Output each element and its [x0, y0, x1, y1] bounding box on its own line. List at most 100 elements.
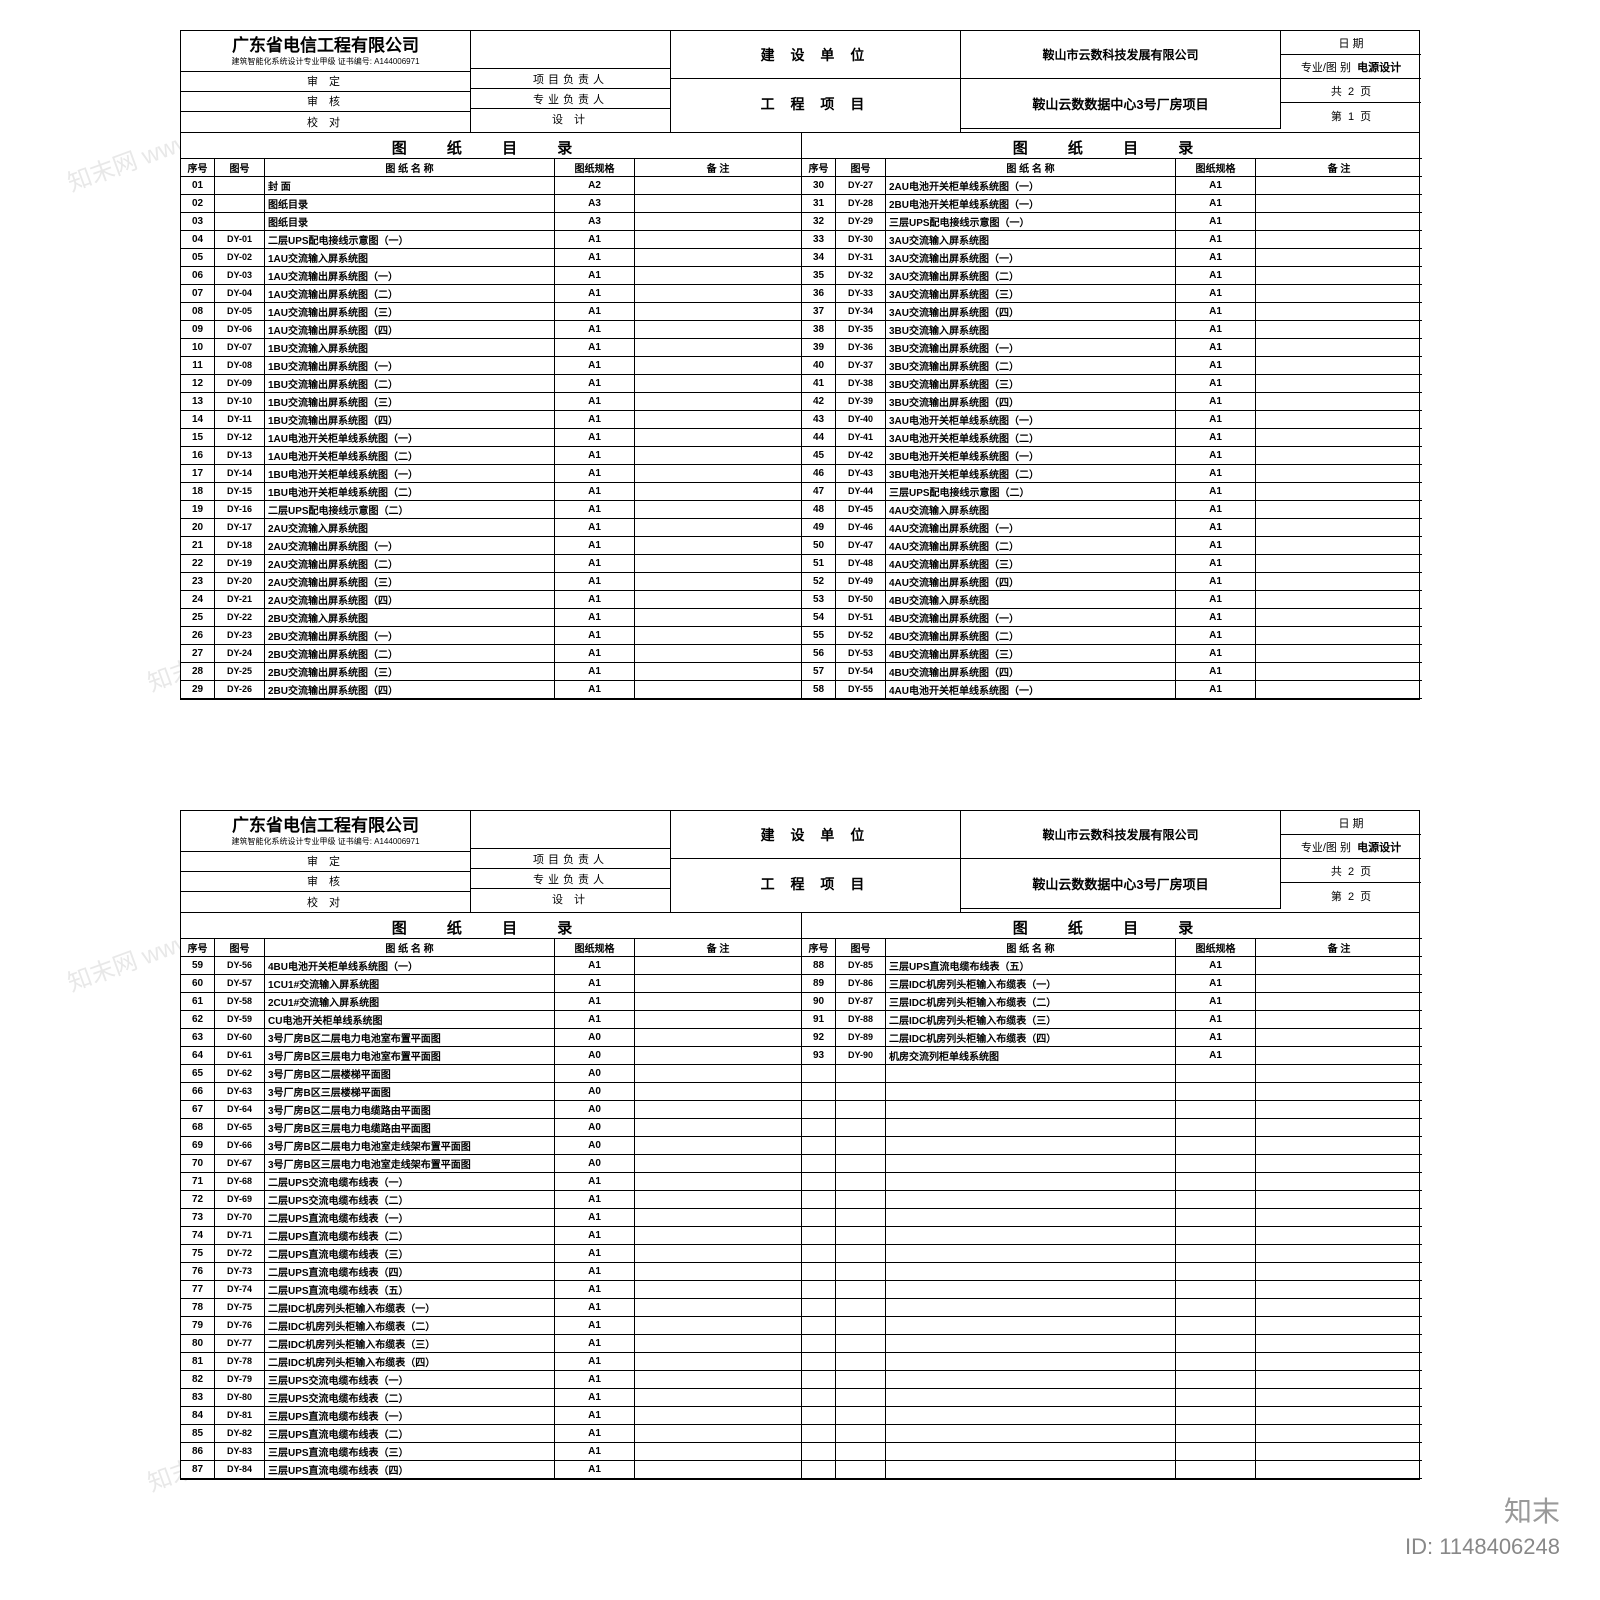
catalog-row: 24 DY-21 2AU交流输出屏系统图（四） A1 — [181, 591, 801, 609]
row-seq: 54 — [802, 609, 836, 626]
row-spec: A1 — [555, 1245, 635, 1262]
row-note — [1256, 663, 1422, 680]
row-spec: A1 — [1176, 1047, 1256, 1064]
row-note — [635, 393, 801, 410]
row-note — [635, 1029, 801, 1046]
discipline-cell: 专业/图 别 电源设计 — [1281, 55, 1421, 79]
row-note — [635, 1335, 801, 1352]
row-note — [1256, 267, 1422, 284]
row-note — [1256, 285, 1422, 302]
row-name: 1AU交流输出屏系统图（四） — [265, 321, 555, 338]
row-name: 二层UPS直流电缆布线表（三） — [265, 1245, 555, 1262]
row-name: 3BU电池开关柜单线系统图（二） — [886, 465, 1176, 482]
row-seq: 26 — [181, 627, 215, 644]
row-spec: A1 — [1176, 483, 1256, 500]
row-spec: A1 — [555, 267, 635, 284]
catalog-row: 80 DY-77 二层IDC机房列头柜输入布缆表（三） A1 — [181, 1335, 801, 1353]
catalog-row: 64 DY-61 3号厂房B区三层电力电池室布置平面图 A0 — [181, 1047, 801, 1065]
row-seq: 24 — [181, 591, 215, 608]
row-code: DY-11 — [215, 411, 265, 428]
row-name: 三层UPS交流电缆布线表（二） — [265, 1389, 555, 1406]
row-note — [1256, 681, 1422, 698]
row-spec: A1 — [1176, 681, 1256, 698]
row-name: 4AU电池开关柜单线系统图（一） — [886, 681, 1176, 698]
row-name: 2AU交流输入屏系统图 — [265, 519, 555, 536]
row-note — [635, 1281, 801, 1298]
row-note — [1256, 993, 1422, 1010]
row-code: DY-38 — [836, 375, 886, 392]
row-code: DY-75 — [215, 1299, 265, 1316]
row-code: DY-58 — [215, 993, 265, 1010]
catalog-row: 31 DY-28 2BU电池开关柜单线系统图（一） A1 — [802, 195, 1422, 213]
row-code: DY-68 — [215, 1173, 265, 1190]
row-code: DY-63 — [215, 1083, 265, 1100]
row-name: 4AU交流输出屏系统图（二） — [886, 537, 1176, 554]
catalog-row-blank — [802, 1263, 1422, 1281]
row-name: 3号厂房B区二层电力电池室布置平面图 — [265, 1029, 555, 1046]
catalog-row: 23 DY-20 2AU交流输出屏系统图（三） A1 — [181, 573, 801, 591]
row-spec: A3 — [555, 195, 635, 212]
row-note — [635, 1425, 801, 1442]
row-note — [1256, 249, 1422, 266]
catalog-row: 59 DY-56 4BU电池开关柜单线系统图（一） A1 — [181, 957, 801, 975]
catalog-row: 44 DY-41 3AU电池开关柜单线系统图（二） A1 — [802, 429, 1422, 447]
row-spec: A1 — [555, 1227, 635, 1244]
row-note — [1256, 303, 1422, 320]
row-code: DY-37 — [836, 357, 886, 374]
row-name: 4AU交流输出屏系统图（三） — [886, 555, 1176, 572]
catalog-row: 17 DY-14 1BU电池开关柜单线系统图（一） A1 — [181, 465, 801, 483]
catalog-row: 63 DY-60 3号厂房B区二层电力电池室布置平面图 A0 — [181, 1029, 801, 1047]
row-note — [635, 1371, 801, 1388]
row-code: DY-10 — [215, 393, 265, 410]
row-code: DY-77 — [215, 1335, 265, 1352]
row-code: DY-55 — [836, 681, 886, 698]
catalog-row: 72 DY-69 二层UPS交流电缆布线表（二） A1 — [181, 1191, 801, 1209]
row-code: DY-41 — [836, 429, 886, 446]
row-code: DY-13 — [215, 447, 265, 464]
row-spec: A0 — [555, 1119, 635, 1136]
row-code: DY-65 — [215, 1119, 265, 1136]
row-seq: 74 — [181, 1227, 215, 1244]
row-code: DY-16 — [215, 501, 265, 518]
row-code: DY-69 — [215, 1191, 265, 1208]
row-code: DY-80 — [215, 1389, 265, 1406]
catalog-row: 03 图纸目录 A3 — [181, 213, 801, 231]
row-seq: 75 — [181, 1245, 215, 1262]
row-name: 1AU电池开关柜单线系统图（一） — [265, 429, 555, 446]
catalog-title: 图 纸 目 录 — [802, 133, 1422, 159]
catalog-row: 06 DY-03 1AU交流输出屏系统图（一） A1 — [181, 267, 801, 285]
row-note — [1256, 627, 1422, 644]
catalog-row-blank — [802, 1083, 1422, 1101]
catalog-row: 92 DY-89 二层IDC机房列头柜输入布缆表（四） A1 — [802, 1029, 1422, 1047]
row-spec: A1 — [555, 1443, 635, 1460]
row-seq: 21 — [181, 537, 215, 554]
row-seq: 43 — [802, 411, 836, 428]
row-code: DY-79 — [215, 1371, 265, 1388]
catalog-row-blank — [802, 1443, 1422, 1461]
row-seq: 35 — [802, 267, 836, 284]
row-code: DY-36 — [836, 339, 886, 356]
row-spec: A1 — [1176, 627, 1256, 644]
row-code: DY-17 — [215, 519, 265, 536]
row-code: DY-87 — [836, 993, 886, 1010]
catalog-right: 图 纸 目 录 序号图号图 纸 名 称图纸规格备 注 30 DY-27 2AU电… — [802, 133, 1422, 699]
row-note — [635, 1155, 801, 1172]
catalog-row: 41 DY-38 3BU交流输出屏系统图（三） A1 — [802, 375, 1422, 393]
row-spec: A1 — [1176, 213, 1256, 230]
row-seq: 56 — [802, 645, 836, 662]
row-spec: A1 — [555, 357, 635, 374]
mid-label-client: 建 设 单 位 — [671, 811, 960, 859]
row-name: 1AU电池开关柜单线系统图（二） — [265, 447, 555, 464]
row-note — [635, 975, 801, 992]
row-spec: A1 — [555, 501, 635, 518]
row-seq: 59 — [181, 957, 215, 974]
row-note — [635, 1443, 801, 1460]
company-name: 广东省电信工程有限公司 — [187, 815, 464, 837]
row-spec: A2 — [555, 177, 635, 194]
row-seq: 07 — [181, 285, 215, 302]
approval-row: 审 定 — [181, 72, 470, 92]
row-spec: A1 — [555, 447, 635, 464]
catalog-title: 图 纸 目 录 — [181, 133, 801, 159]
catalog-header: 序号图号图 纸 名 称图纸规格备 注 — [181, 159, 801, 177]
row-note — [1256, 537, 1422, 554]
